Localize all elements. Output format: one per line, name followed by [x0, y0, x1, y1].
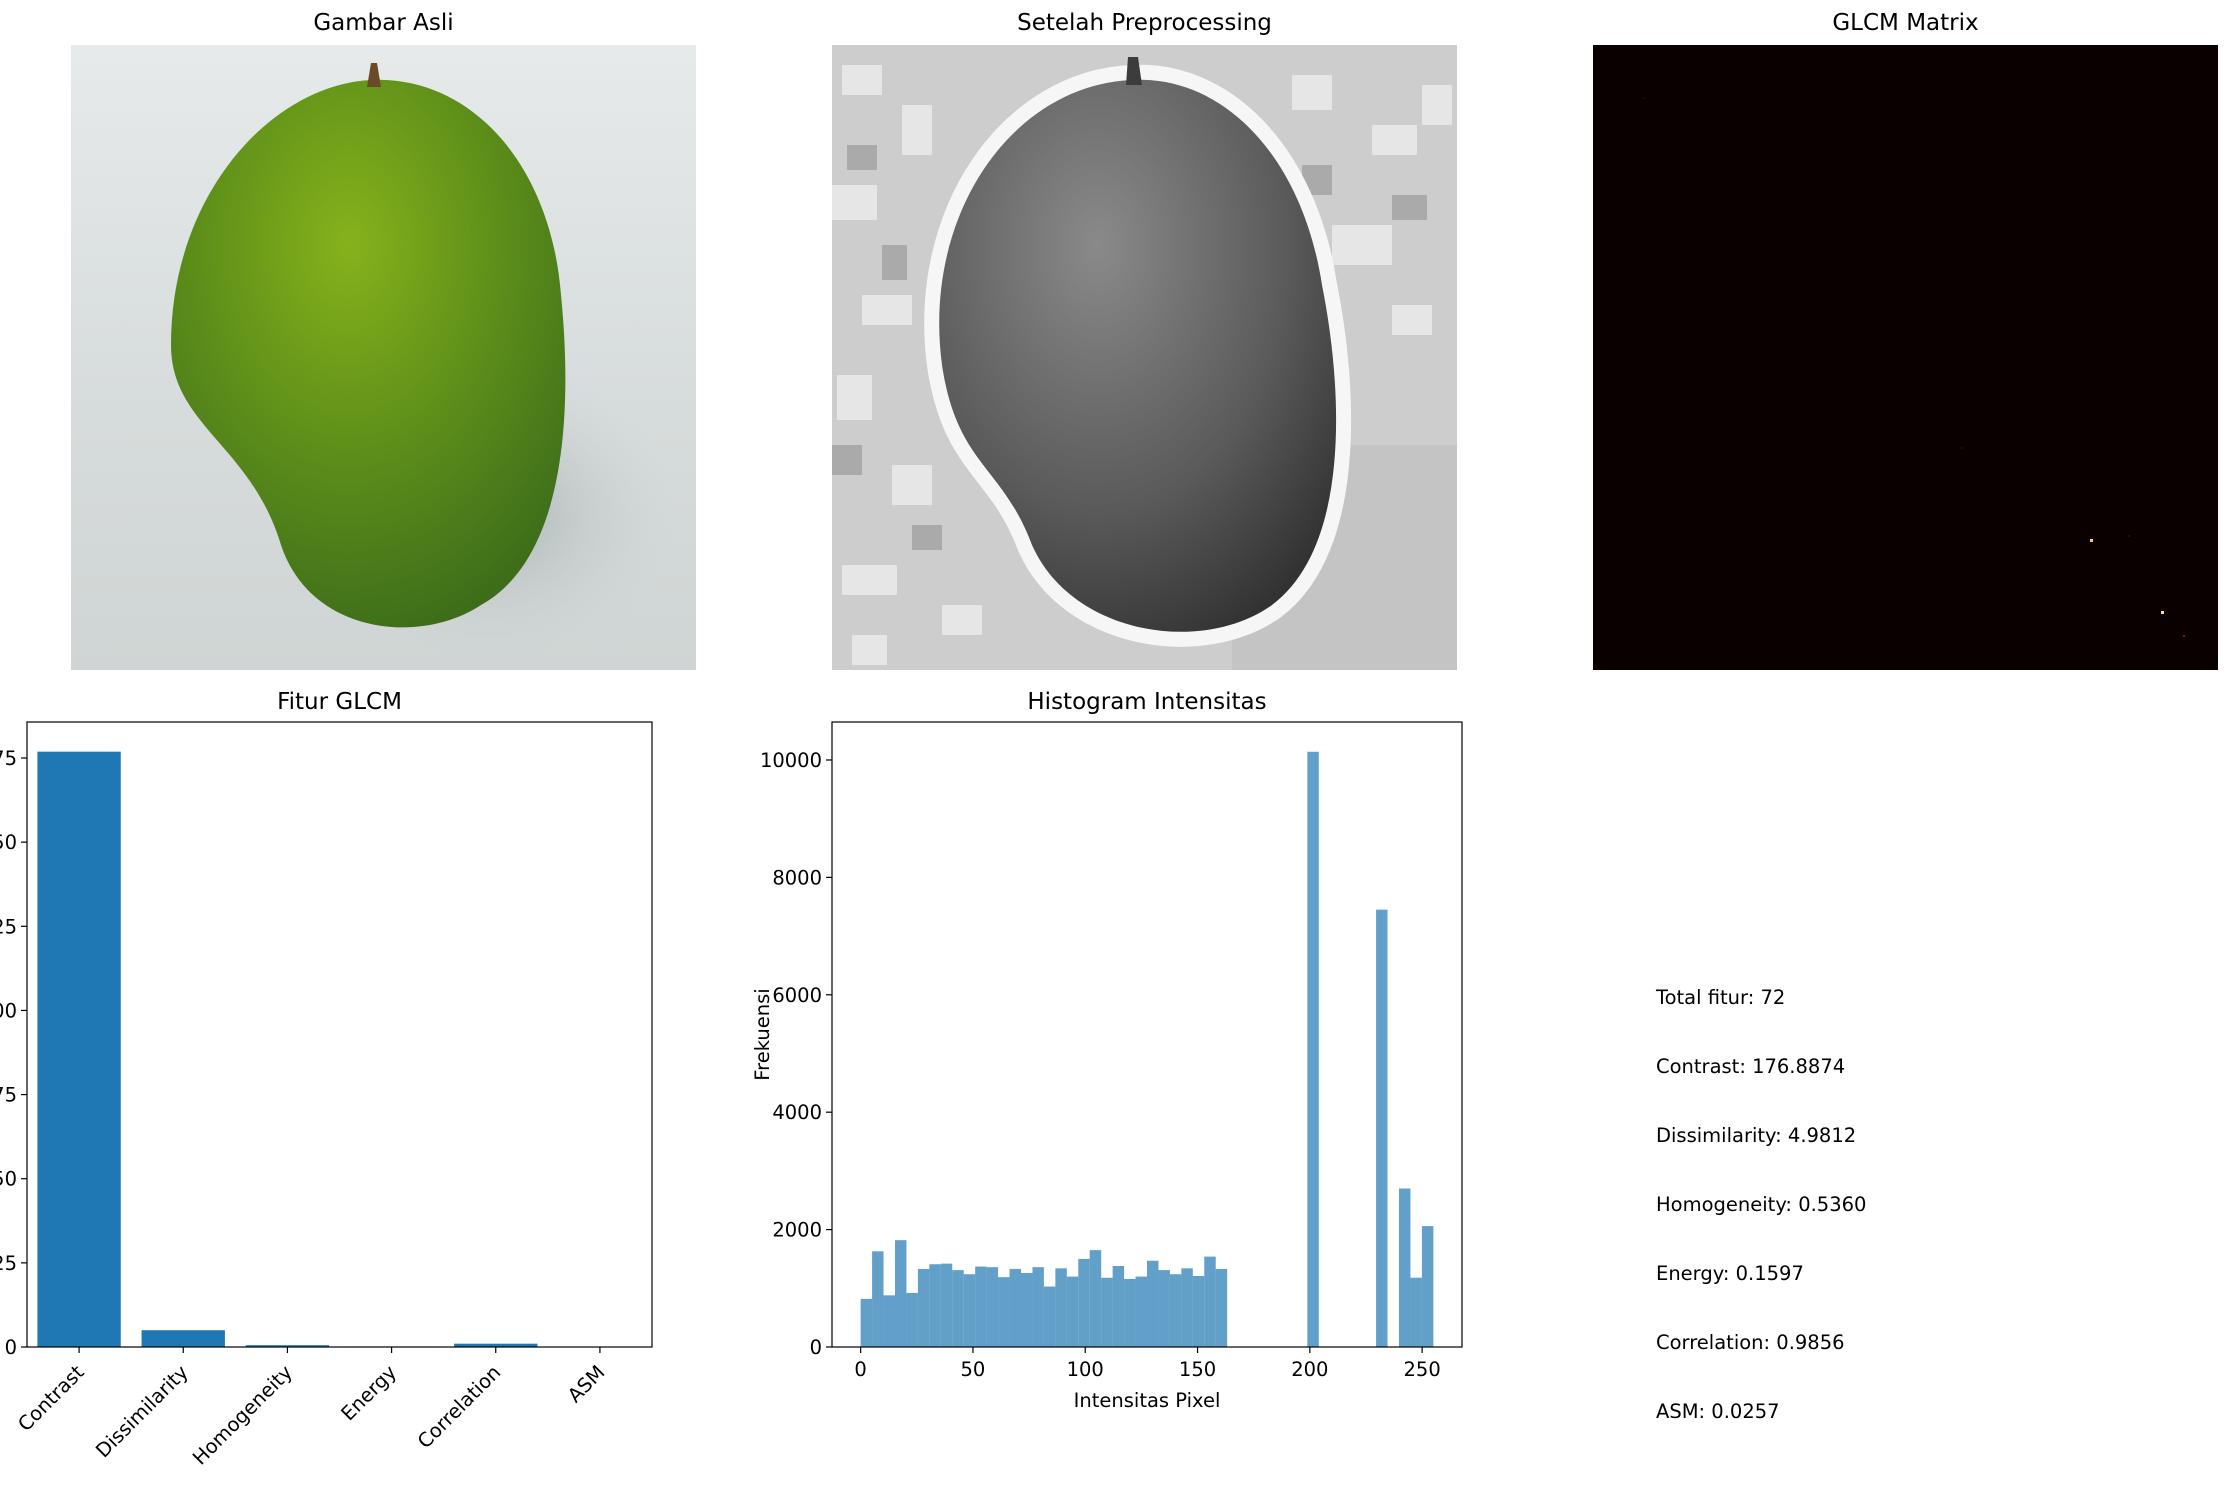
histogram-xlabel: Intensitas Pixel	[1074, 1389, 1221, 1412]
stats-line: Contrast: 176.8874	[1656, 1055, 1846, 1078]
histogram-bar	[986, 1267, 999, 1347]
histogram-bar	[1009, 1268, 1021, 1347]
stats-line: Homogeneity: 0.5360	[1656, 1193, 1867, 1216]
x-tick-label: Energy	[337, 1361, 402, 1426]
y-tick-label: 0	[810, 1336, 822, 1359]
stats-line: Total fitur: 72	[1656, 986, 1786, 1009]
histogram-bar	[1043, 1286, 1056, 1347]
glcm-feature-chart: Fitur GLCM 0 25 50 75 100 125 150 175 ContrastDis…	[0, 675, 760, 1475]
stats-line: ASM: 0.0257	[1656, 1400, 1780, 1423]
x-tick-label: 50	[961, 1358, 986, 1381]
glcm-matrix-heatmap	[1593, 45, 2218, 670]
histogram-title: Histogram Intensitas	[1027, 689, 1266, 715]
histogram-bar	[906, 1292, 918, 1347]
y-tick-label: 2000	[772, 1219, 822, 1242]
histogram-bar	[883, 1295, 895, 1347]
histogram-bar	[1066, 1276, 1079, 1347]
histogram-bar	[872, 1251, 884, 1347]
histogram-bar	[1192, 1275, 1205, 1347]
preprocessed-mango-image	[832, 45, 1457, 670]
original-image-title: Gambar Asli	[313, 10, 454, 36]
histogram-bar	[975, 1266, 987, 1347]
intensity-histogram-chart: Histogram Intensitas 0 2000 4000 6000 8000 100…	[740, 675, 1500, 1435]
y-tick-label: 25	[0, 1252, 17, 1275]
glcm-stats-text: Total fitur: 72 Contrast: 176.8874 Dissi…	[1656, 940, 1866, 1446]
histogram-bar	[1376, 909, 1388, 1347]
histogram-bar	[963, 1274, 976, 1347]
y-tick-label: 6000	[772, 984, 822, 1007]
bar-contrast	[37, 751, 121, 1347]
stats-line: Energy: 0.1597	[1656, 1262, 1804, 1285]
histogram-bar	[952, 1270, 964, 1347]
histogram-bar	[1101, 1277, 1113, 1347]
x-tick-label: 200	[1291, 1358, 1328, 1381]
stats-line: Dissimilarity: 4.9812	[1656, 1124, 1857, 1147]
histogram-bar	[860, 1298, 873, 1347]
bar-axes-frame	[26, 721, 653, 1348]
y-tick-label: 50	[0, 1168, 17, 1191]
x-tick-label: Homogeneity	[188, 1361, 297, 1470]
histogram-bar	[1204, 1256, 1216, 1347]
histogram-bar	[1078, 1258, 1090, 1347]
x-tick-label: Contrast	[13, 1361, 88, 1436]
x-tick-label: 100	[1067, 1358, 1104, 1381]
x-tick-label: ASM	[563, 1361, 609, 1407]
bar-chart-title: Fitur GLCM	[277, 689, 402, 715]
histogram-bar	[1055, 1268, 1067, 1347]
histogram-bar	[940, 1263, 953, 1347]
y-tick-label: 150	[0, 831, 17, 854]
histogram-bar	[998, 1277, 1010, 1347]
histogram-bar	[1032, 1267, 1044, 1347]
histogram-bar	[1089, 1250, 1102, 1347]
histogram-bar	[1181, 1268, 1193, 1347]
y-tick-label: 175	[0, 747, 17, 770]
histogram-bar	[1307, 751, 1319, 1347]
y-tick-label: 0	[5, 1336, 17, 1359]
x-tick-label: Dissimilarity	[91, 1361, 193, 1463]
histogram-bar	[1147, 1260, 1159, 1347]
x-tick-label: 250	[1404, 1358, 1441, 1381]
histogram-bar	[1124, 1278, 1136, 1347]
glcm-matrix-title: GLCM Matrix	[1832, 10, 1979, 36]
histogram-ylabel: Frekuensi	[751, 988, 774, 1080]
y-tick-label: 100	[0, 999, 17, 1022]
histogram-bar	[1421, 1226, 1434, 1347]
histogram-bar	[1410, 1277, 1422, 1347]
histogram-bar	[1112, 1265, 1125, 1347]
bar-dissimilarity	[141, 1330, 225, 1347]
histogram-bar	[895, 1240, 907, 1347]
histogram-bar	[1169, 1274, 1182, 1347]
y-tick-label: 125	[0, 915, 17, 938]
original-mango-image	[71, 45, 696, 670]
histogram-bar	[1021, 1273, 1033, 1347]
histogram-bar	[1215, 1268, 1228, 1347]
histogram-bar	[929, 1264, 941, 1347]
x-tick-label: Correlation	[413, 1361, 505, 1453]
histogram-bar	[1158, 1270, 1170, 1347]
histogram-bar	[1399, 1188, 1411, 1347]
bar-homogeneity	[245, 1345, 330, 1347]
y-tick-label: 75	[0, 1084, 17, 1107]
y-tick-label: 10000	[760, 749, 822, 772]
x-tick-label: 0	[854, 1358, 866, 1381]
histogram-axes-frame	[831, 721, 1463, 1348]
y-tick-label: 8000	[772, 866, 822, 889]
stats-line: Correlation: 0.9856	[1656, 1331, 1845, 1354]
histogram-bar	[1135, 1276, 1147, 1347]
histogram-bar	[917, 1268, 930, 1347]
x-tick-label: 150	[1179, 1358, 1216, 1381]
preprocessed-image-title: Setelah Preprocessing	[1017, 10, 1272, 36]
y-tick-label: 4000	[772, 1101, 822, 1124]
bar-correlation	[454, 1343, 538, 1347]
